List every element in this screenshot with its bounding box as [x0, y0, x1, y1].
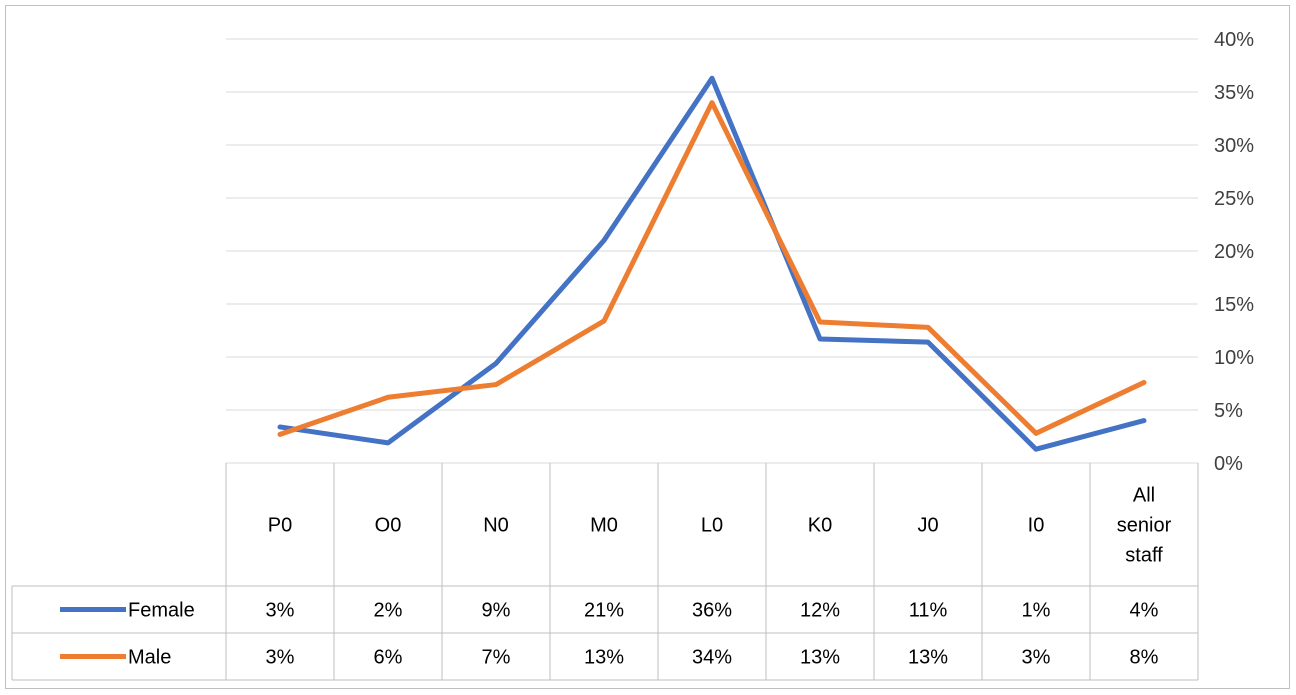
data-label: 36% [692, 600, 732, 622]
y-tick-label: 15% [1214, 294, 1254, 316]
data-label: 7% [482, 647, 511, 669]
y-tick-label: 30% [1214, 135, 1254, 157]
y-tick-label: 20% [1214, 241, 1254, 263]
gridlines [226, 38, 1198, 464]
legend-label-female: Female [128, 600, 195, 622]
y-tick-label: 40% [1214, 29, 1254, 51]
category-label: O0 [375, 515, 402, 537]
data-label: 13% [908, 647, 948, 669]
series-line-female [277, 75, 1147, 452]
data-label: 4% [1130, 600, 1159, 622]
data-label: 12% [800, 600, 840, 622]
data-label: 21% [584, 600, 624, 622]
category-label: L0 [701, 515, 723, 537]
data-label: 3% [1022, 647, 1051, 669]
chart-frame [5, 5, 1290, 689]
data-label: 3% [266, 647, 295, 669]
category-label: K0 [808, 515, 832, 537]
y-tick-label: 25% [1214, 188, 1254, 210]
data-label: 3% [266, 600, 295, 622]
data-label: 6% [374, 647, 403, 669]
y-tick-label: 5% [1214, 400, 1243, 422]
y-tick-label: 10% [1214, 347, 1254, 369]
category-label: M0 [590, 515, 618, 537]
data-label: 9% [482, 600, 511, 622]
category-label: P0 [268, 515, 292, 537]
category-label: N0 [483, 515, 509, 537]
data-label: 2% [374, 600, 403, 622]
category-label: I0 [1028, 515, 1045, 537]
category-label: All senior staff [1117, 485, 1172, 567]
data-table: P0 O0 N0 M0 L0 K0 J0 I0 All senior staff Female 3% 2%… [11, 463, 1199, 681]
y-tick-label: 0% [1214, 453, 1243, 475]
y-tick-label: 35% [1214, 82, 1254, 104]
y-axis-tick-labels: 0% 5% 10% 15% 20% 25% 30% 35% 40% [1214, 29, 1254, 475]
series-line-male [277, 100, 1147, 437]
category-label: J0 [917, 515, 938, 537]
data-label: 1% [1022, 600, 1051, 622]
data-label: 34% [692, 647, 732, 669]
data-label: 11% [909, 600, 948, 622]
data-label: 13% [800, 647, 840, 669]
series-lines [277, 75, 1147, 452]
data-label: 13% [584, 647, 624, 669]
legend-label-male: Male [128, 647, 171, 669]
data-label: 8% [1130, 647, 1159, 669]
